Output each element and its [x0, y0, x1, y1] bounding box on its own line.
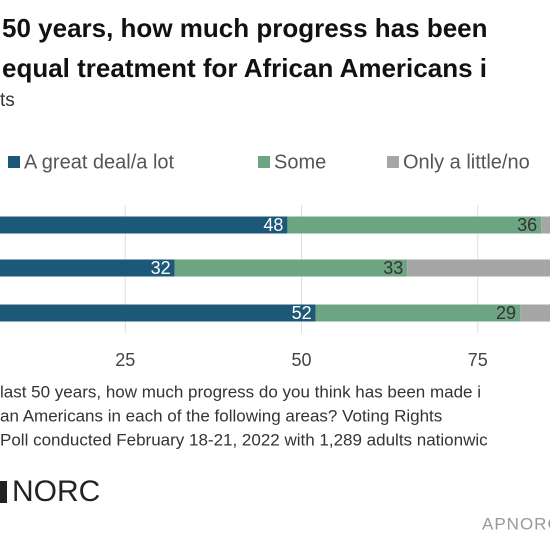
x-tick-label: 25 — [115, 350, 135, 370]
chart-subtitle: ts — [0, 90, 15, 111]
note: an Americans in each of the following ar… — [0, 406, 442, 425]
legend-label: Some — [274, 151, 326, 173]
legend-label: Only a little/no — [403, 151, 530, 173]
logo: NORC — [12, 475, 100, 508]
note: last 50 years, how much progress do you … — [0, 382, 481, 401]
bar-segment — [541, 216, 550, 234]
x-tick-label: 75 — [468, 350, 488, 370]
bar-segment — [315, 304, 521, 322]
value-label: 52 — [292, 303, 312, 323]
legend-swatch — [8, 156, 20, 168]
bars: 48 36 32 33 52 29 — [0, 215, 550, 323]
logo-mark — [0, 481, 7, 503]
value-label: 33 — [383, 258, 403, 278]
bar-segment — [287, 216, 542, 234]
bar-segment — [0, 304, 316, 322]
chart-title: 50 years, how much progress has been — [2, 13, 488, 43]
chart-title: equal treatment for African Americans i — [2, 53, 487, 83]
legend-swatch — [387, 156, 399, 168]
bar-segment — [174, 259, 408, 277]
value-label: 36 — [517, 215, 537, 235]
bar-segment — [0, 216, 288, 234]
legend: A great deal/a lot Some Only a little/no — [8, 151, 530, 173]
legend-swatch — [258, 156, 270, 168]
legend-label: A great deal/a lot — [24, 151, 175, 173]
bar-segment — [520, 304, 550, 322]
bar-segment — [407, 259, 550, 277]
x-tick-label: 50 — [291, 350, 311, 370]
source: APNORC — [482, 514, 550, 533]
value-label: 32 — [151, 258, 171, 278]
value-label: 29 — [496, 303, 516, 323]
note: Poll conducted February 18-21, 2022 with… — [0, 430, 488, 449]
bar-segment — [0, 259, 175, 277]
value-label: 48 — [263, 215, 283, 235]
